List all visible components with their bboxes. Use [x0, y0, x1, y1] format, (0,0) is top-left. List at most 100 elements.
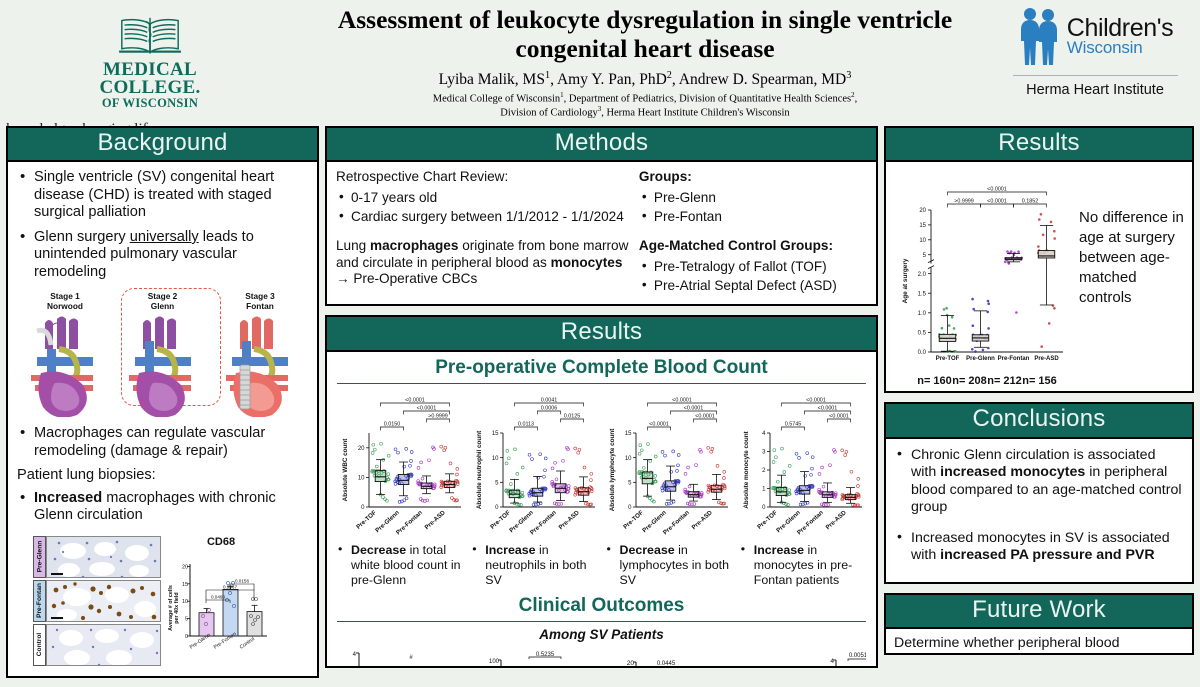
svg-text:4: 4: [762, 431, 766, 437]
list-item: Macrophages can regulate vascular remode…: [17, 424, 308, 460]
svg-text:0.0041: 0.0041: [540, 398, 557, 404]
controls-list: Pre-Tetralogy of Fallot (TOF) Pre-Atrial…: [639, 257, 867, 295]
panel-results-right: Results 0.0 0.5 1.0 1.5 2.0 5 10 15 20 Age at sur…: [884, 126, 1194, 394]
list-item: 0-17 years old: [336, 188, 631, 207]
groups-heading: Groups:: [638, 169, 692, 185]
svg-text:0.5745: 0.5745: [785, 422, 802, 428]
cd68-title: CD68: [206, 535, 236, 548]
svg-text:20: 20: [182, 564, 188, 570]
biopsy-tag: Pre-Fontan: [33, 579, 46, 622]
conclusions-body: Chronic Glenn circulation is associated …: [886, 438, 1192, 582]
future-work-body: Determine whether peripheral blood: [886, 628, 1192, 653]
conclusions-heading: Conclusions: [886, 404, 1192, 439]
stage-label: Stage 1 Norwood: [47, 291, 83, 311]
svg-text:Pre-ASD: Pre-ASD: [557, 509, 581, 531]
cd68-bar-chart: Average # of cells per 40x field 0 5 10 15…: [168, 563, 267, 651]
clinical-outcomes-subtitle: Among SV Patients: [539, 627, 664, 643]
svg-text:>0.9999: >0.9999: [954, 199, 974, 205]
svg-text:0.0006: 0.0006: [540, 406, 557, 412]
biopsy-intro: Patient lung biopsies:: [17, 467, 156, 484]
methods-right: Groups: Pre-Glenn Pre-Fontan Age-Matched…: [639, 169, 867, 296]
childrens-wisconsin-logo: Children's Wisconsin Herma Heart Institu…: [990, 0, 1200, 98]
results-right-heading: Results: [886, 128, 1192, 163]
histology-image-pre-fontan: [46, 579, 161, 622]
list-item: Glenn surgery universally leads to unint…: [17, 228, 308, 282]
column-left: Background Single ventricle (SV) congeni…: [6, 126, 319, 687]
list-item: Pre-Atrial Septal Defect (ASD): [639, 276, 867, 295]
svg-text:15: 15: [919, 223, 926, 229]
n-label: n= 160: [917, 375, 952, 388]
heart-stage-glenn: Stage 2 Glenn: [119, 292, 207, 418]
svg-text:0.5235: 0.5235: [535, 652, 554, 658]
title-block: Assessment of leukocyte dysregulation in…: [300, 0, 990, 120]
caption-neutrophil: Increase in neutrophils in both SV: [467, 542, 601, 588]
svg-text:0: 0: [185, 634, 188, 640]
results-note: No difference in age at surgery between …: [1079, 209, 1184, 306]
results-center-heading: Results: [327, 317, 876, 352]
svg-text:<0.0001: <0.0001: [987, 187, 1007, 193]
heart-stage-norwood: Stage 1 Norwood: [21, 291, 109, 418]
svg-text:15: 15: [182, 582, 188, 588]
n-label: n= 156: [1022, 375, 1057, 388]
mcw-name-line2: COLLEGE.: [99, 77, 201, 99]
svg-text:5: 5: [628, 481, 632, 487]
clinical-outcomes-divider: [337, 620, 866, 623]
svg-text:10: 10: [919, 238, 926, 244]
svg-text:<0.0001: <0.0001: [829, 414, 849, 420]
svg-text:<0.0001: <0.0001: [695, 414, 715, 420]
methods-left: Retrospective Chart Review: 0-17 years o…: [336, 169, 631, 296]
controls-heading: Age-Matched Control Groups:: [638, 238, 834, 254]
clinical-outcomes-charts: PA 4 # 100 0.5235: [333, 643, 870, 667]
svg-text:5: 5: [185, 617, 188, 623]
chart-wbc: 0 10 20 Absolute WBC count Pre-TOF Pre-Glenn P…: [335, 389, 467, 541]
svg-text:5: 5: [495, 481, 499, 487]
page-title: Assessment of leukocyte dysregulation in…: [337, 5, 953, 63]
svg-text:<0.0001: <0.0001: [987, 199, 1007, 205]
panel-results-center: Results Pre-operative Complete Blood Cou…: [325, 315, 878, 669]
heart-stage-fontan: Stage 3 Fontan: [216, 292, 304, 418]
svg-text:Pre-TOF: Pre-TOF: [936, 356, 960, 362]
svg-text:0.0113: 0.0113: [518, 422, 534, 428]
svg-text:0.0: 0.0: [918, 351, 927, 357]
svg-text:10: 10: [358, 476, 365, 482]
chart-monocyte: 0 1 2 3 4 Absolute monocyte count Pre-TOF Pre-G…: [736, 389, 868, 541]
svg-text:<0.0001: <0.0001: [649, 422, 669, 428]
svg-text:<0.0001: <0.0001: [806, 398, 826, 404]
svg-text:Average # of cells: Average # of cells: [168, 585, 174, 631]
biopsy-row-control: Control: [33, 623, 161, 666]
svg-text:Pre-Glenn: Pre-Glenn: [966, 356, 995, 362]
svg-text:4: 4: [353, 652, 357, 658]
svg-text:Absolute WBC count: Absolute WBC count: [342, 438, 349, 502]
svg-text:20: 20: [919, 209, 926, 215]
poster-header: MEDICAL COLLEGE. OF WISCONSIN knowledge …: [0, 0, 1200, 137]
clinical-chart-3: ce 20 0.0445: [606, 660, 676, 667]
column-right: Results 0.0 0.5 1.0 1.5 2.0 5 10 15 20 Age at sur…: [884, 126, 1194, 664]
svg-text:<0.0001: <0.0001: [417, 406, 437, 412]
list-item: Pre-Tetralogy of Fallot (TOF): [639, 257, 867, 276]
results-right-body: 0.0 0.5 1.0 1.5 2.0 5 10 15 20 Age at surgery Pre-…: [886, 162, 1192, 392]
svg-text:100: 100: [489, 659, 500, 665]
svg-text:10: 10: [491, 456, 498, 462]
heart-diagram-icon: [31, 316, 93, 418]
svg-text:Control: Control: [239, 636, 256, 650]
svg-text:0.1852: 0.1852: [1022, 199, 1039, 205]
panel-future-work: Future Work Determine whether peripheral…: [884, 592, 1194, 655]
biopsy-row-pre-fontan: Pre-Fontan: [33, 579, 161, 622]
list-item: Cardiac surgery between 1/1/2012 - 1/1/2…: [336, 207, 631, 226]
svg-text:2.0: 2.0: [918, 272, 927, 278]
mcw-logo: MEDICAL COLLEGE. OF WISCONSIN knowledge …: [0, 0, 300, 138]
cd68-chart: CD68 Average # of cells per 40x field 0 5…: [165, 536, 277, 668]
list-item: Increased macrophages with chronic Glenn…: [17, 489, 308, 525]
biopsy-images: Pre-Glenn: [33, 535, 161, 668]
svg-text:20: 20: [358, 446, 365, 452]
heart-stages-diagram: Stage 1 Norwood: [17, 288, 308, 418]
svg-text:5: 5: [923, 253, 927, 259]
list-item: Pre-Fontan: [639, 207, 867, 226]
svg-text:1.5: 1.5: [918, 292, 927, 298]
biopsy-figure: Pre-Glenn: [17, 532, 308, 668]
background-bullet-list-2: Macrophages can regulate vascular remode…: [17, 424, 308, 460]
svg-text:per 40x field: per 40x field: [174, 592, 180, 623]
biopsy-tag: Control: [33, 623, 46, 666]
histology-image-control: [46, 623, 161, 666]
caption-monocyte: Increase in monocytes in pre-Fontan pati…: [736, 542, 870, 588]
